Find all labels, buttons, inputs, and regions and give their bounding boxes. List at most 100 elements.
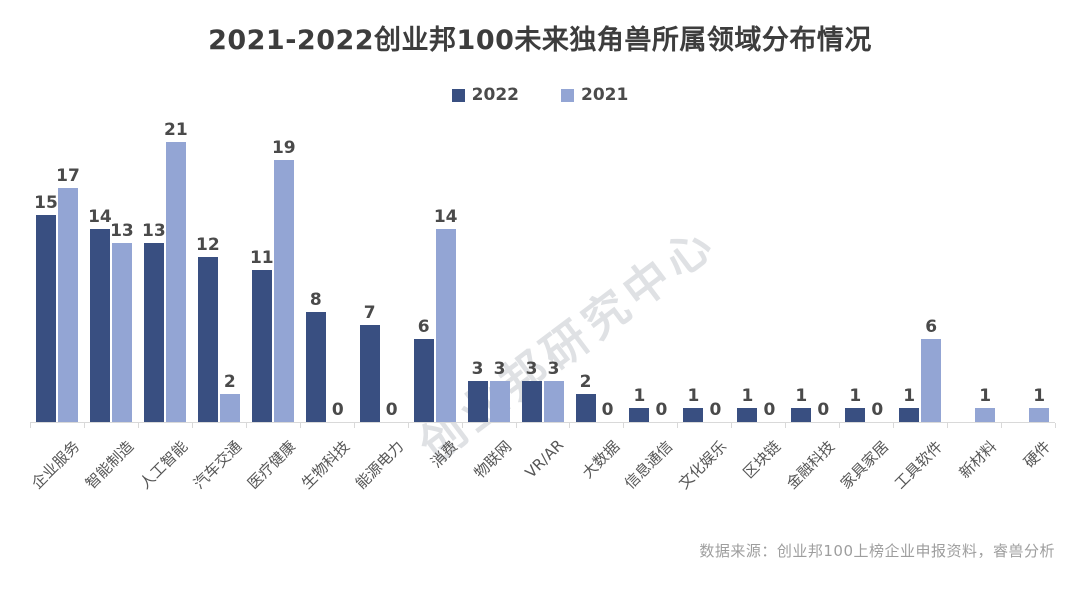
bar-2022 (467, 381, 488, 422)
bar-slot-2021: 14 (433, 120, 458, 422)
category-label: 人工智能 (135, 437, 192, 493)
category-label: 物联网 (470, 437, 515, 482)
bar-slot-2021: 13 (110, 120, 134, 422)
value-label: 1 (741, 386, 754, 406)
axis-tick (1055, 423, 1056, 428)
category-labels: 企业服务 智能制造 人工智能 汽车交通 医疗健康 生物科技 能源电力 消费 物联网 VR/AR 大数… (27, 428, 1055, 538)
bar-group: 1 (1001, 120, 1055, 422)
bar-slot-2022 (953, 120, 973, 422)
bar-2022 (575, 394, 596, 422)
value-label: 6 (417, 317, 430, 337)
axis-tick (408, 423, 409, 428)
category-label: 金融科技 (783, 437, 839, 493)
category-label: 智能制造 (81, 437, 138, 493)
bar-2021 (435, 229, 456, 422)
bar-slot-2021: 19 (272, 120, 296, 422)
bar-slot-2022: 7 (359, 120, 380, 422)
bar-2021 (1029, 408, 1050, 422)
bar-slot-2022: 1 (737, 120, 758, 422)
bar-2022 (35, 215, 56, 422)
bar-2022 (305, 312, 326, 422)
value-label: 0 (655, 400, 668, 420)
bar-group: 12 2 (192, 120, 246, 422)
axis-tick (839, 423, 840, 428)
category-label-cell: 能源电力 (352, 428, 408, 538)
value-label: 1 (979, 386, 992, 406)
bar-slot-2021: 2 (219, 120, 240, 422)
value-label: 13 (110, 221, 134, 241)
value-label: 14 (88, 207, 112, 227)
bar-slot-2022: 3 (467, 120, 488, 422)
bar-2022 (359, 325, 380, 422)
value-label: 6 (925, 317, 938, 337)
category-label-cell: 医疗健康 (244, 428, 300, 538)
bar-2022 (197, 257, 218, 422)
value-label: 3 (547, 359, 560, 379)
axis-tick (677, 423, 678, 428)
bar-2022 (413, 339, 434, 422)
bar-slot-2022: 3 (521, 120, 542, 422)
legend-swatch-2021 (561, 88, 574, 102)
axis-tick (138, 423, 139, 428)
axis-tick (516, 423, 517, 428)
bar-2021 (165, 142, 186, 422)
category-label-cell: 区块链 (731, 428, 785, 538)
value-label: 0 (385, 400, 398, 420)
bar-slot-2022: 1 (791, 120, 812, 422)
bar-2021 (57, 188, 78, 422)
value-label: 15 (34, 193, 58, 213)
value-label: 21 (164, 120, 188, 140)
bar-slot-2021: 0 (867, 120, 887, 422)
value-label: 11 (249, 248, 274, 268)
axis-tick (354, 423, 355, 428)
bar-2021 (273, 160, 294, 422)
category-label: 信息通信 (621, 437, 677, 493)
value-label: 14 (433, 207, 458, 227)
bar-slot-2021: 0 (759, 120, 779, 422)
axis-tick (623, 423, 624, 428)
bar-2021 (111, 243, 132, 422)
bar-2022 (737, 408, 758, 422)
category-label-cell: 汽车交通 (190, 428, 246, 538)
axis-tick (731, 423, 732, 428)
category-label-cell: 硬件 (1001, 428, 1055, 538)
category-label-cell: 新材料 (947, 428, 1001, 538)
bar-slot-2021: 0 (813, 120, 833, 422)
bar-slot-2022: 14 (88, 120, 112, 422)
bar-group: 15 17 (30, 120, 84, 422)
bar-2022 (683, 408, 704, 422)
category-label-cell: 智能制造 (81, 428, 138, 538)
bar-slot-2022: 1 (845, 120, 866, 422)
value-label: 0 (601, 400, 614, 420)
value-label: 3 (471, 359, 484, 379)
category-label: 大数据 (578, 437, 623, 482)
bar-slot-2022: 2 (575, 120, 596, 422)
category-label: 家具家居 (837, 437, 893, 493)
category-label: 生物科技 (297, 437, 353, 493)
value-label: 1 (849, 386, 862, 406)
legend-item-2022: 2022 (451, 85, 519, 105)
value-label: 1 (903, 386, 916, 406)
bar-group: 6 14 (408, 120, 462, 422)
bar-2022 (521, 381, 542, 422)
bar-group: 13 21 (138, 120, 192, 422)
axis-tick (192, 423, 193, 428)
bar-2021 (921, 339, 942, 422)
bar-slot-2021: 0 (651, 120, 671, 422)
value-label: 2 (579, 372, 592, 392)
category-label: 企业服务 (27, 437, 84, 493)
axis-tick (569, 423, 570, 428)
bar-slot-2022: 11 (249, 120, 274, 422)
legend-label-2022: 2022 (471, 85, 519, 105)
axis-tick (84, 423, 85, 428)
category-label: VR/AR (521, 436, 568, 482)
value-label: 1 (687, 386, 700, 406)
bar-group: 11 19 (246, 120, 300, 422)
bar-2022 (251, 270, 272, 422)
